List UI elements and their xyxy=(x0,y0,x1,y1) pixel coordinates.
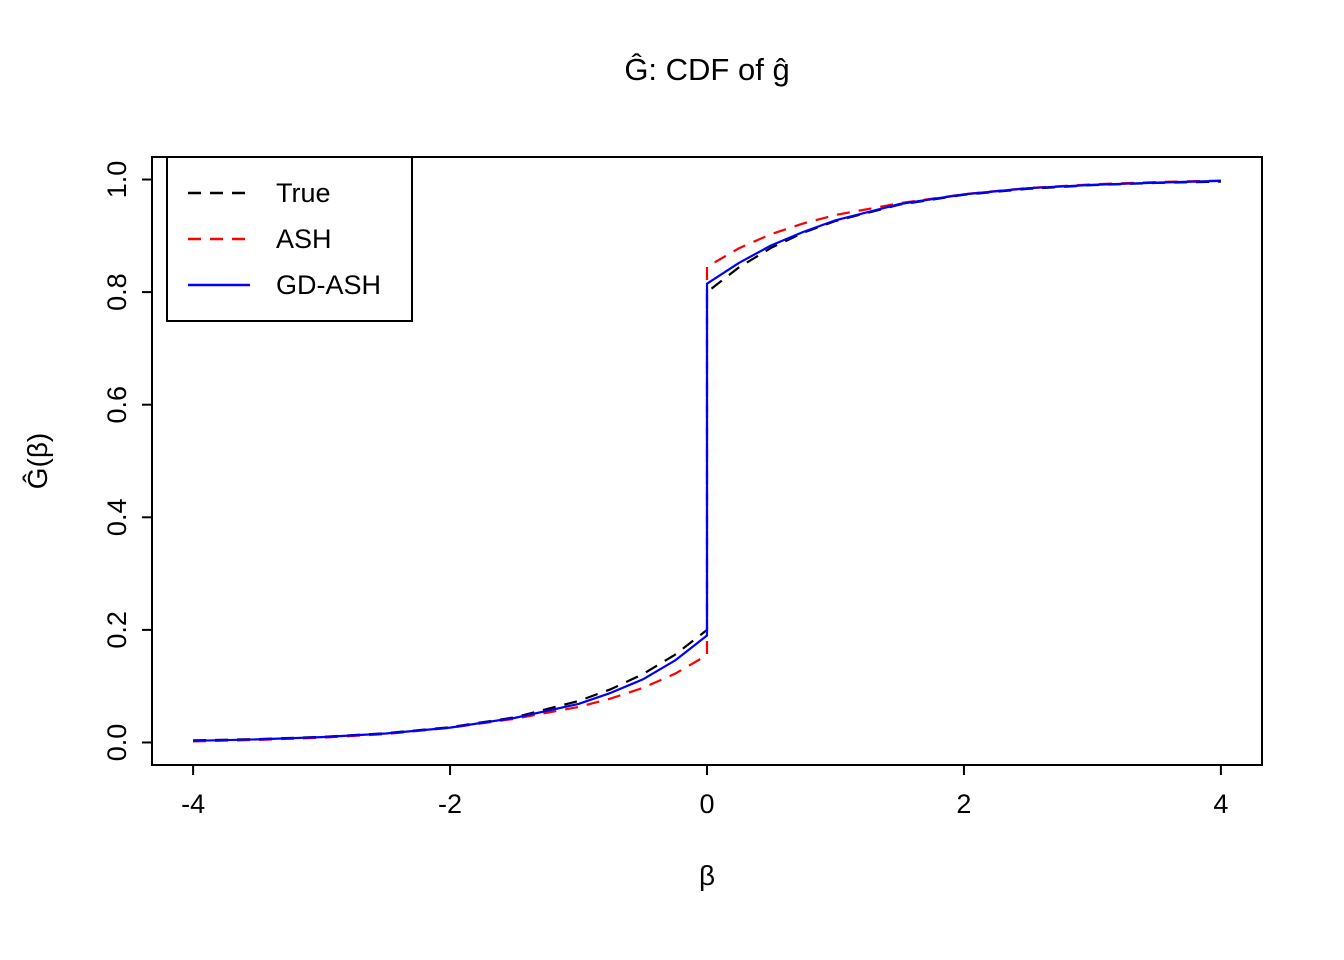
legend-label: GD-ASH xyxy=(276,269,382,300)
legend-item: True xyxy=(186,170,381,216)
legend-line-sample xyxy=(188,237,250,241)
legend-item: GD-ASH xyxy=(186,262,381,308)
x-tick-label: -4 xyxy=(181,789,205,819)
x-tick-label: -2 xyxy=(438,789,462,819)
legend: True ASH GD-ASH xyxy=(166,156,414,322)
series-line-gd-ash xyxy=(193,179,1221,742)
y-tick-label: 0.8 xyxy=(102,273,132,311)
y-tick-label: 0.4 xyxy=(102,499,132,537)
y-tick-label: 0.0 xyxy=(102,724,132,762)
y-tick-label: 0.2 xyxy=(102,611,132,649)
x-tick-label: 2 xyxy=(956,789,971,819)
legend-line-sample xyxy=(188,191,250,195)
legend-item: ASH xyxy=(186,216,381,262)
chart-title: Ĝ: CDF of ĝ xyxy=(624,52,790,87)
x-axis-label: β xyxy=(698,860,716,891)
x-tick-label: 4 xyxy=(1213,789,1228,819)
y-axis-label: Ĝ(β) xyxy=(22,432,53,490)
legend-label: ASH xyxy=(276,223,332,254)
legend-line-sample xyxy=(188,283,250,287)
x-tick-label: 0 xyxy=(699,789,714,819)
y-tick-label: 1.0 xyxy=(102,161,132,199)
legend-label: True xyxy=(276,177,331,208)
y-tick-label: 0.6 xyxy=(102,386,132,424)
